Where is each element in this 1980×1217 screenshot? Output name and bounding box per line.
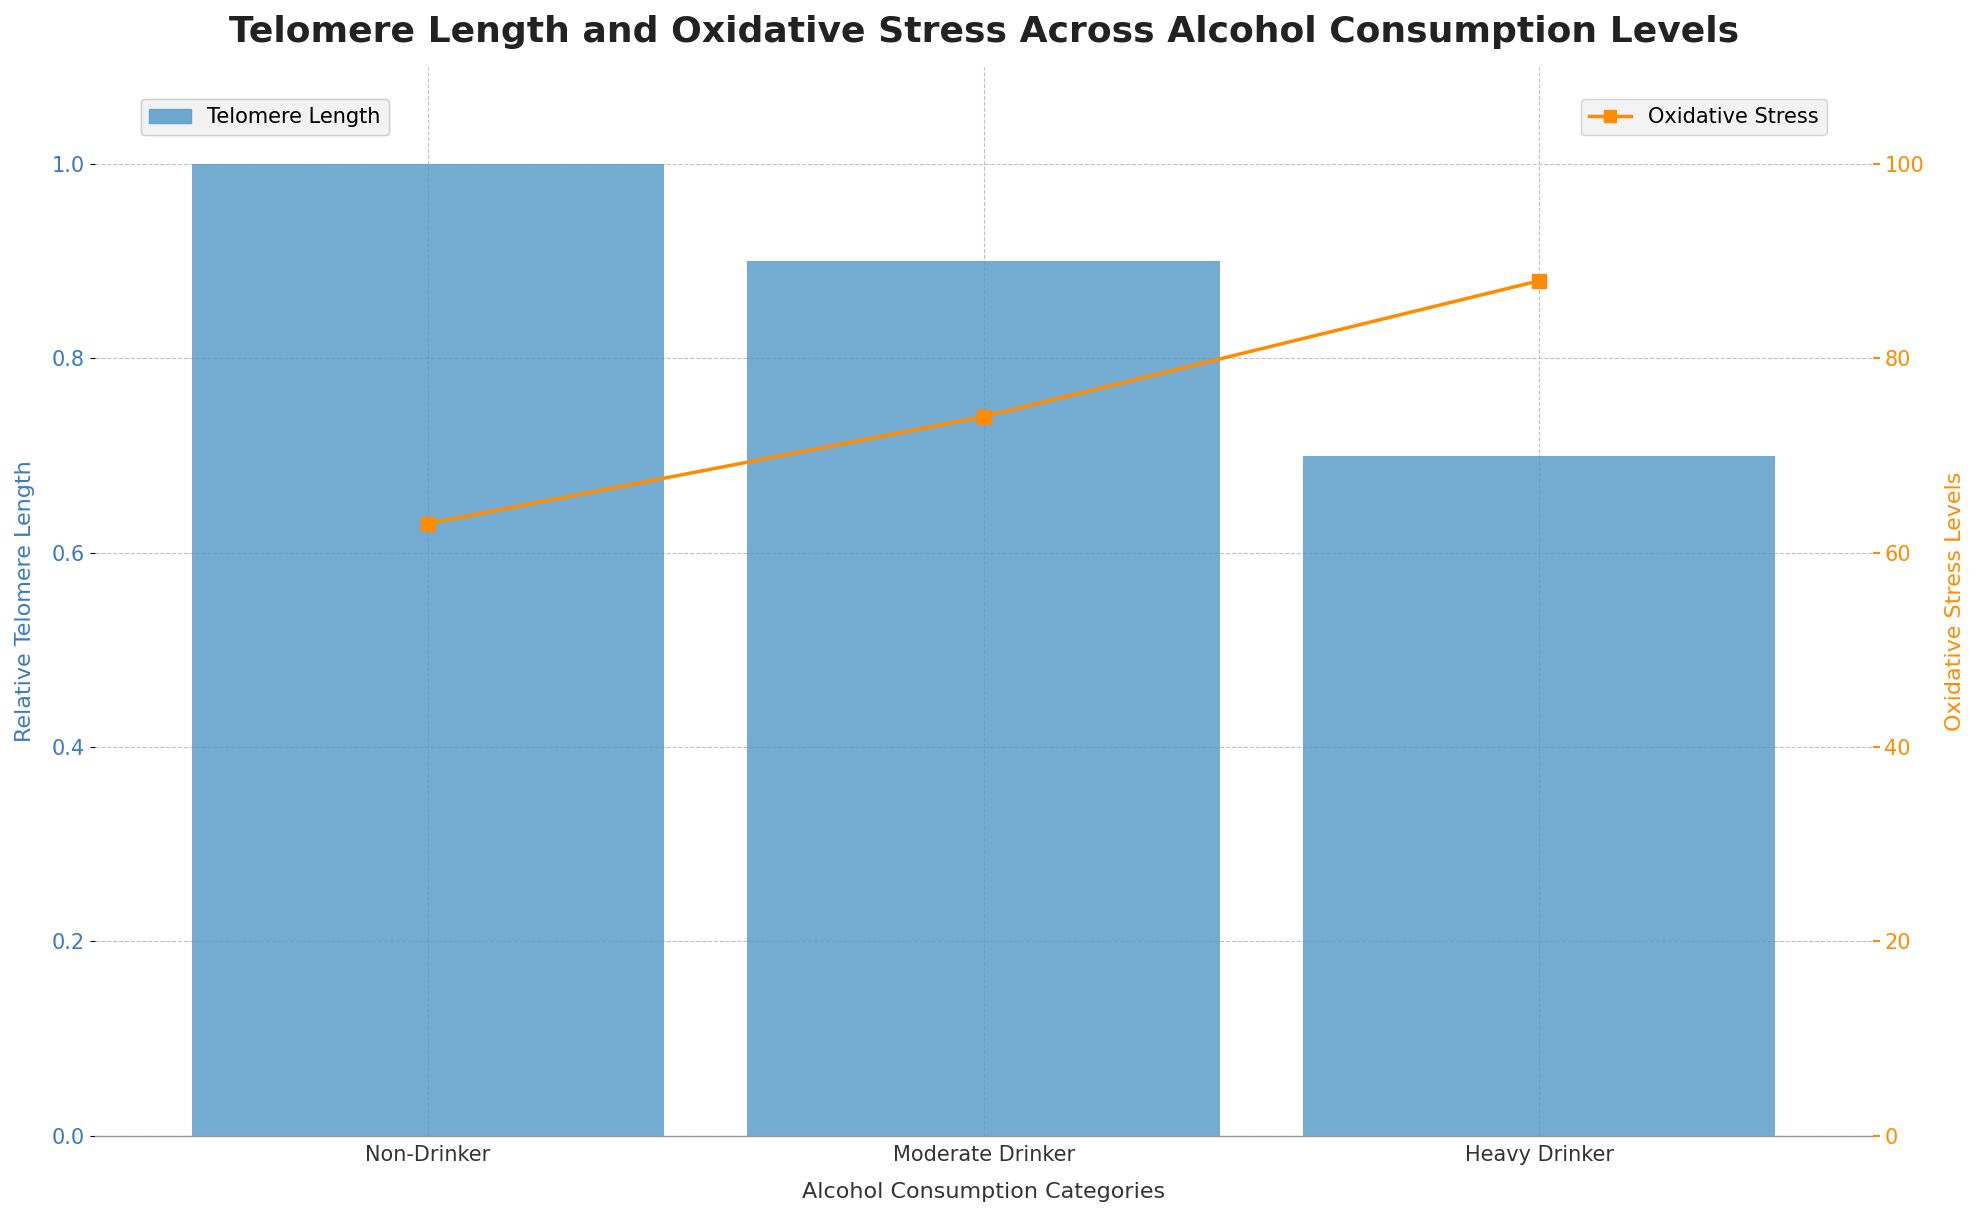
Legend: Oxidative Stress: Oxidative Stress xyxy=(1580,99,1828,135)
Bar xyxy=(1303,455,1776,1135)
Y-axis label: Relative Telomere Length: Relative Telomere Length xyxy=(16,460,36,742)
Title: Telomere Length and Oxidative Stress Across Alcohol Consumption Levels: Telomere Length and Oxidative Stress Acr… xyxy=(228,15,1738,49)
Bar xyxy=(192,164,663,1135)
Legend: Telomere Length: Telomere Length xyxy=(141,99,388,135)
Bar xyxy=(748,262,1220,1135)
X-axis label: Alcohol Consumption Categories: Alcohol Consumption Categories xyxy=(802,1182,1164,1202)
Oxidative Stress xyxy=(416,516,440,531)
Oxidative Stress xyxy=(1527,274,1550,288)
Line: Oxidative Stress: Oxidative Stress xyxy=(422,274,1546,531)
Oxidative Stress xyxy=(972,409,996,424)
Y-axis label: Oxidative Stress Levels: Oxidative Stress Levels xyxy=(1944,472,1964,731)
